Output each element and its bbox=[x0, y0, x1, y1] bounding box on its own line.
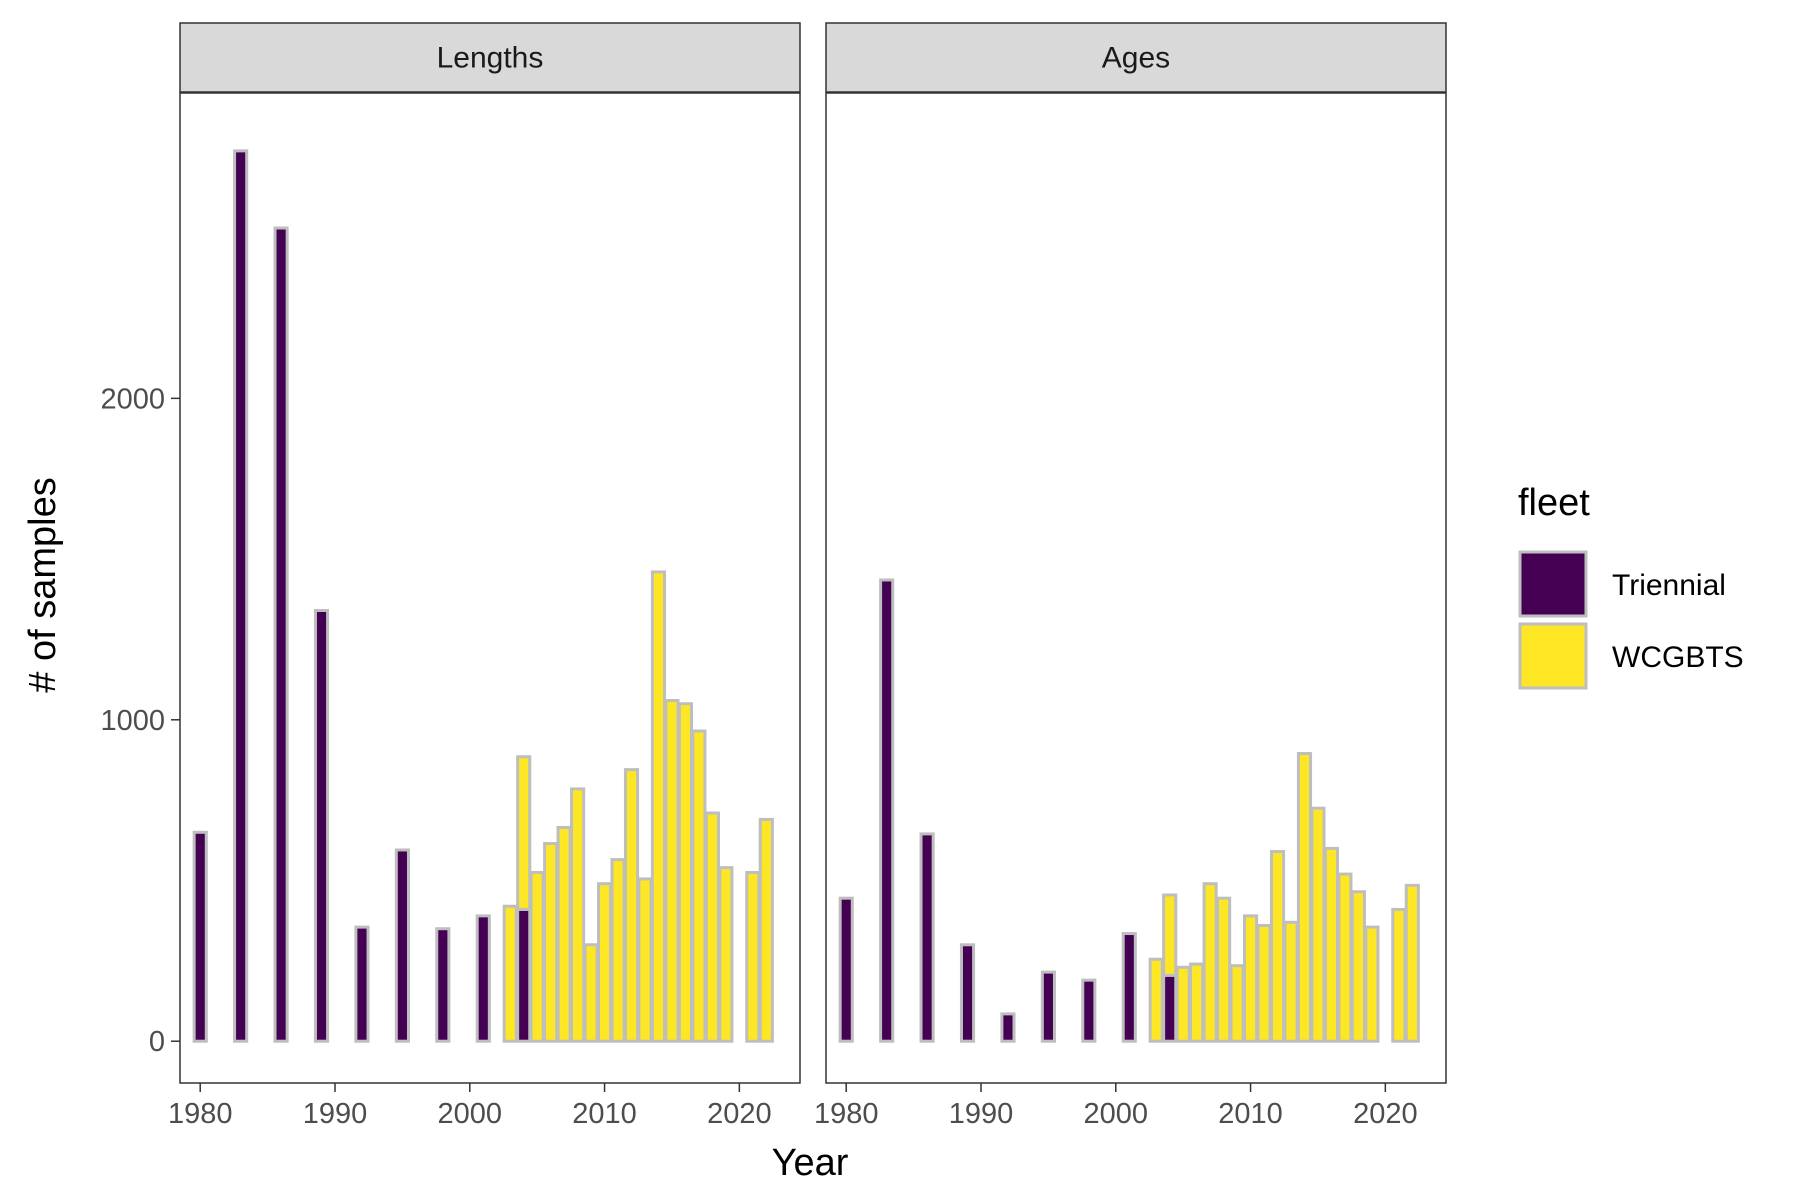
bar-triennial-2001 bbox=[1121, 932, 1137, 1043]
legend-key-triennial bbox=[1518, 550, 1588, 618]
x-tick-label: 2020 bbox=[1353, 1098, 1418, 1130]
bar-triennial-1983 bbox=[879, 578, 895, 1043]
panel-border bbox=[179, 92, 801, 1084]
bar-wcgbts-2019 bbox=[718, 866, 734, 1043]
bar-triennial-2004 bbox=[1162, 973, 1178, 1043]
x-tick-label: 1980 bbox=[814, 1098, 879, 1130]
y-axis-title: # of samples bbox=[22, 477, 64, 692]
bar-triennial-1986 bbox=[919, 832, 935, 1043]
bar-wcgbts-2011 bbox=[1256, 924, 1272, 1043]
bar-wcgbts-2012 bbox=[1269, 850, 1286, 1043]
x-tick-label: 1980 bbox=[168, 1098, 233, 1130]
y-tick-label: 2000 bbox=[100, 383, 165, 415]
bar-wcgbts-2019 bbox=[1364, 925, 1380, 1043]
bar-wcgbts-2005 bbox=[529, 870, 545, 1043]
panels-group: Lengths Ages bbox=[179, 22, 1447, 1084]
legend-key-wcgbts bbox=[1518, 622, 1588, 690]
x-tick-label: 2020 bbox=[707, 1098, 772, 1130]
bar-wcgbts-2013 bbox=[637, 877, 653, 1043]
bar-wcgbts-2003 bbox=[502, 904, 518, 1043]
legend: fleet Triennial WCGBTS bbox=[1518, 482, 1744, 690]
bar-wcgbts-2022 bbox=[758, 817, 774, 1043]
bar-wcgbts-2022 bbox=[1404, 883, 1420, 1043]
bar-wcgbts-2010 bbox=[1243, 914, 1259, 1043]
bar-wcgbts-2011 bbox=[610, 858, 626, 1043]
bar-triennial-1992 bbox=[354, 925, 370, 1043]
strip-label: Ages bbox=[1102, 42, 1170, 75]
x-tick-label: 2000 bbox=[1084, 1098, 1149, 1130]
legend-label-wcgbts: WCGBTS bbox=[1612, 641, 1744, 674]
bar-wcgbts-2017 bbox=[1337, 872, 1353, 1043]
bar-triennial-1986 bbox=[273, 226, 289, 1043]
bar-wcgbts-2009 bbox=[583, 943, 599, 1043]
legend-label-triennial: Triennial bbox=[1612, 569, 1726, 602]
bar-wcgbts-2014 bbox=[1296, 752, 1313, 1043]
bar-triennial-2001 bbox=[475, 914, 491, 1043]
bar-wcgbts-2008 bbox=[570, 787, 586, 1043]
strip-lengths bbox=[179, 22, 801, 93]
bar-triennial-1995 bbox=[1040, 970, 1056, 1043]
bar-wcgbts-2006 bbox=[1189, 962, 1205, 1043]
bar-wcgbts-2007 bbox=[556, 825, 572, 1043]
bar-triennial-1983 bbox=[233, 149, 249, 1043]
bar-triennial-1989 bbox=[959, 943, 976, 1043]
bar-triennial-1998 bbox=[1081, 978, 1097, 1043]
bar-wcgbts-2017 bbox=[691, 729, 707, 1043]
y-tick-label: 1000 bbox=[100, 705, 165, 737]
axes-group: 1980 1990 2000 2010 2020 0 1000 2000 1980 1990 200… bbox=[100, 383, 1417, 1130]
bar-wcgbts-2012 bbox=[623, 768, 640, 1043]
bar-wcgbts-2021 bbox=[745, 870, 761, 1043]
bar-wcgbts-2015 bbox=[664, 699, 680, 1043]
bar-triennial-1995 bbox=[394, 848, 410, 1043]
x-tick-label: 1990 bbox=[303, 1098, 368, 1130]
bar-wcgbts-2006 bbox=[543, 842, 559, 1043]
bar-wcgbts-2013 bbox=[1283, 920, 1299, 1043]
x-tick-label: 2010 bbox=[1218, 1098, 1283, 1130]
panel-ages: Ages bbox=[825, 22, 1447, 1084]
bar-wcgbts-2008 bbox=[1216, 896, 1232, 1043]
bar-triennial-1998 bbox=[435, 927, 451, 1043]
bar-wcgbts-2021 bbox=[1391, 907, 1407, 1043]
bar-wcgbts-2016 bbox=[1323, 846, 1339, 1043]
x-axis-title: Year bbox=[772, 1142, 849, 1184]
strip-label: Lengths bbox=[437, 42, 544, 75]
bar-triennial-1980 bbox=[192, 830, 208, 1043]
x-tick-label: 2010 bbox=[572, 1098, 637, 1130]
bar-triennial-1989 bbox=[313, 609, 330, 1043]
y-tick-label: 0 bbox=[149, 1026, 165, 1058]
bar-wcgbts-2005 bbox=[1175, 965, 1191, 1043]
bar-wcgbts-2010 bbox=[597, 882, 613, 1043]
bar-triennial-1980 bbox=[838, 896, 854, 1043]
bar-triennial-2004 bbox=[516, 907, 532, 1043]
bar-wcgbts-2016 bbox=[677, 702, 694, 1043]
bar-wcgbts-2015 bbox=[1310, 806, 1326, 1043]
bar-wcgbts-2018 bbox=[704, 811, 720, 1043]
panel-lengths: Lengths bbox=[179, 22, 801, 1084]
bar-wcgbts-2018 bbox=[1350, 890, 1366, 1043]
bar-wcgbts-2007 bbox=[1202, 882, 1218, 1043]
strip-ages bbox=[825, 22, 1447, 93]
panel-border bbox=[825, 92, 1447, 1084]
x-tick-label: 1990 bbox=[949, 1098, 1014, 1130]
bar-wcgbts-2004 bbox=[1162, 893, 1178, 977]
bar-wcgbts-2014 bbox=[650, 570, 667, 1043]
bar-wcgbts-2009 bbox=[1229, 964, 1245, 1043]
bar-wcgbts-2004 bbox=[516, 755, 532, 911]
legend-title: fleet bbox=[1518, 482, 1590, 524]
bar-triennial-1992 bbox=[1000, 1012, 1016, 1043]
x-tick-label: 2000 bbox=[438, 1098, 503, 1130]
bar-wcgbts-2003 bbox=[1148, 957, 1164, 1043]
